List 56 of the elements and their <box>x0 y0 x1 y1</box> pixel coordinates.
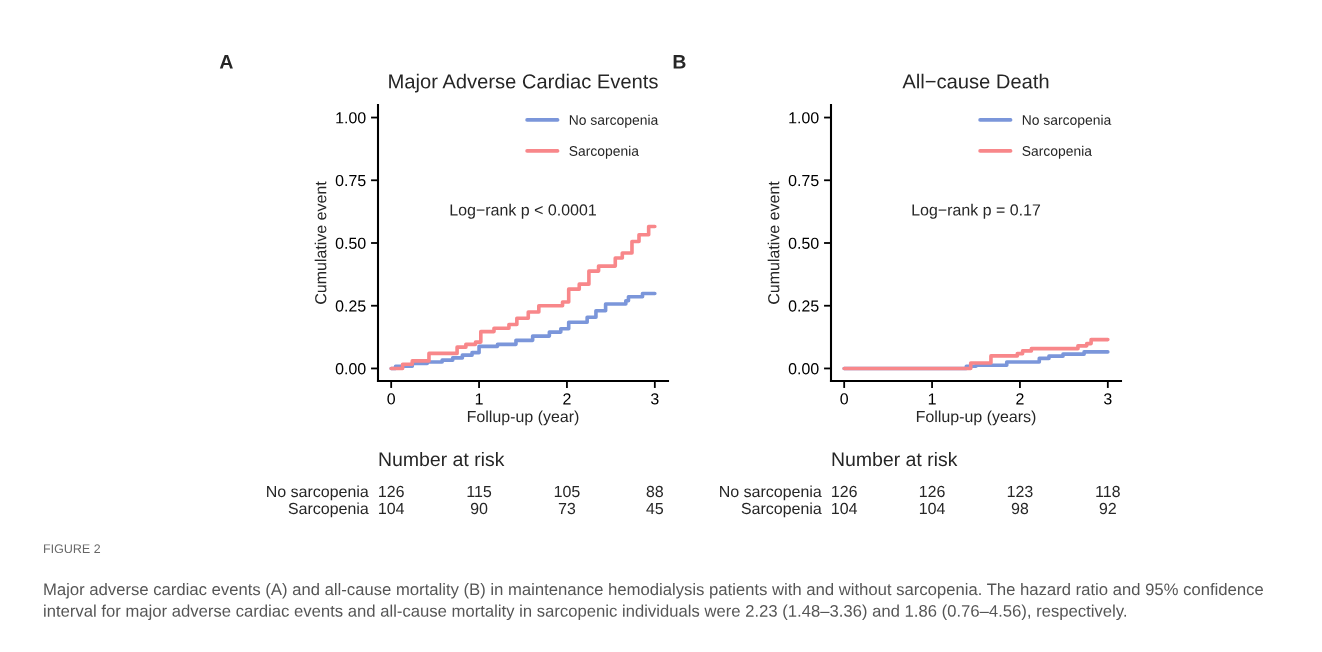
text: No sarcopenia <box>267 485 369 501</box>
y-tick-label: 0.00 <box>788 363 819 375</box>
y-tick-label: 0.50 <box>788 237 819 249</box>
x-tick-label: 0 <box>840 393 848 405</box>
text: 126 <box>919 485 945 498</box>
legend-label: No sarcopenia <box>1022 114 1112 128</box>
text: 88 <box>646 485 664 498</box>
text: 123 <box>1007 485 1033 498</box>
annotation: Log−rank p = 0.17 <box>912 203 1041 219</box>
text: 92 <box>1099 502 1116 515</box>
y-axis-title: Cumulative event <box>314 181 327 304</box>
text: 104 <box>379 502 405 515</box>
x-tick-label: 0 <box>387 393 395 405</box>
text: 126 <box>379 485 404 498</box>
annotation: Log−rank p < 0.0001 <box>450 203 596 219</box>
legend-label: No sarcopenia <box>569 114 659 128</box>
text: 126 <box>832 485 857 498</box>
y-tick-label: 0.00 <box>335 363 366 375</box>
text: A <box>219 55 233 69</box>
x-tick-label: 1 <box>928 393 936 405</box>
x-tick-label: 3 <box>1103 393 1112 405</box>
text: Sarcopenia <box>741 502 822 518</box>
text: B <box>673 55 686 69</box>
y-tick-label: 0.75 <box>335 174 366 187</box>
y-tick-label: 1.00 <box>336 112 366 124</box>
chart-title: Major Adverse Cardiac Events <box>389 73 658 93</box>
x-axis-title: Follup-up (years) <box>916 410 1036 426</box>
y-tick-label: 0.25 <box>335 300 366 312</box>
text: 105 <box>554 485 580 498</box>
text: Number at risk <box>379 451 505 467</box>
y-tick-label: 0.75 <box>788 174 819 187</box>
text: 90 <box>470 502 488 515</box>
text: No sarcopenia <box>720 485 822 501</box>
text: 98 <box>1011 502 1029 515</box>
y-tick-label: 0.25 <box>788 300 819 312</box>
y-tick-label: 1.00 <box>789 112 819 124</box>
text: Sarcopenia <box>288 502 369 518</box>
x-tick-label: 2 <box>1016 393 1024 405</box>
x-tick-label: 1 <box>475 393 483 405</box>
chart-title: All−cause Death <box>902 73 1049 89</box>
text: 104 <box>919 502 945 515</box>
y-axis-title: Cumulative event <box>767 181 780 304</box>
y-tick-label: 0.50 <box>335 237 366 249</box>
text: Number at risk <box>832 451 958 467</box>
text: 104 <box>832 502 858 515</box>
legend-label: Sarcopenia <box>569 145 639 159</box>
x-tick-label: 3 <box>650 393 659 405</box>
x-tick-label: 2 <box>563 393 571 405</box>
caption: FIGURE 2 <box>44 544 101 554</box>
text: 118 <box>1096 485 1120 498</box>
legend-label: Sarcopenia <box>1022 145 1092 159</box>
text: 115 <box>467 486 492 498</box>
text: 73 <box>558 502 576 515</box>
text: 45 <box>646 503 664 515</box>
x-axis-title: Follup-up (year) <box>467 410 579 426</box>
text: Major adverse cardiac events (A) and all-cause mortality (B) in maintenance hemodialysis patients with and without sarcopenia. The hazard ratio and 95% confidence interval for major adverse cardiac events and all-cause mortality in sarcopenic individuals were 2.23 (1.48–3.36) and 1.86 (0.76–4.56), respectively. <box>44 583 1263 621</box>
